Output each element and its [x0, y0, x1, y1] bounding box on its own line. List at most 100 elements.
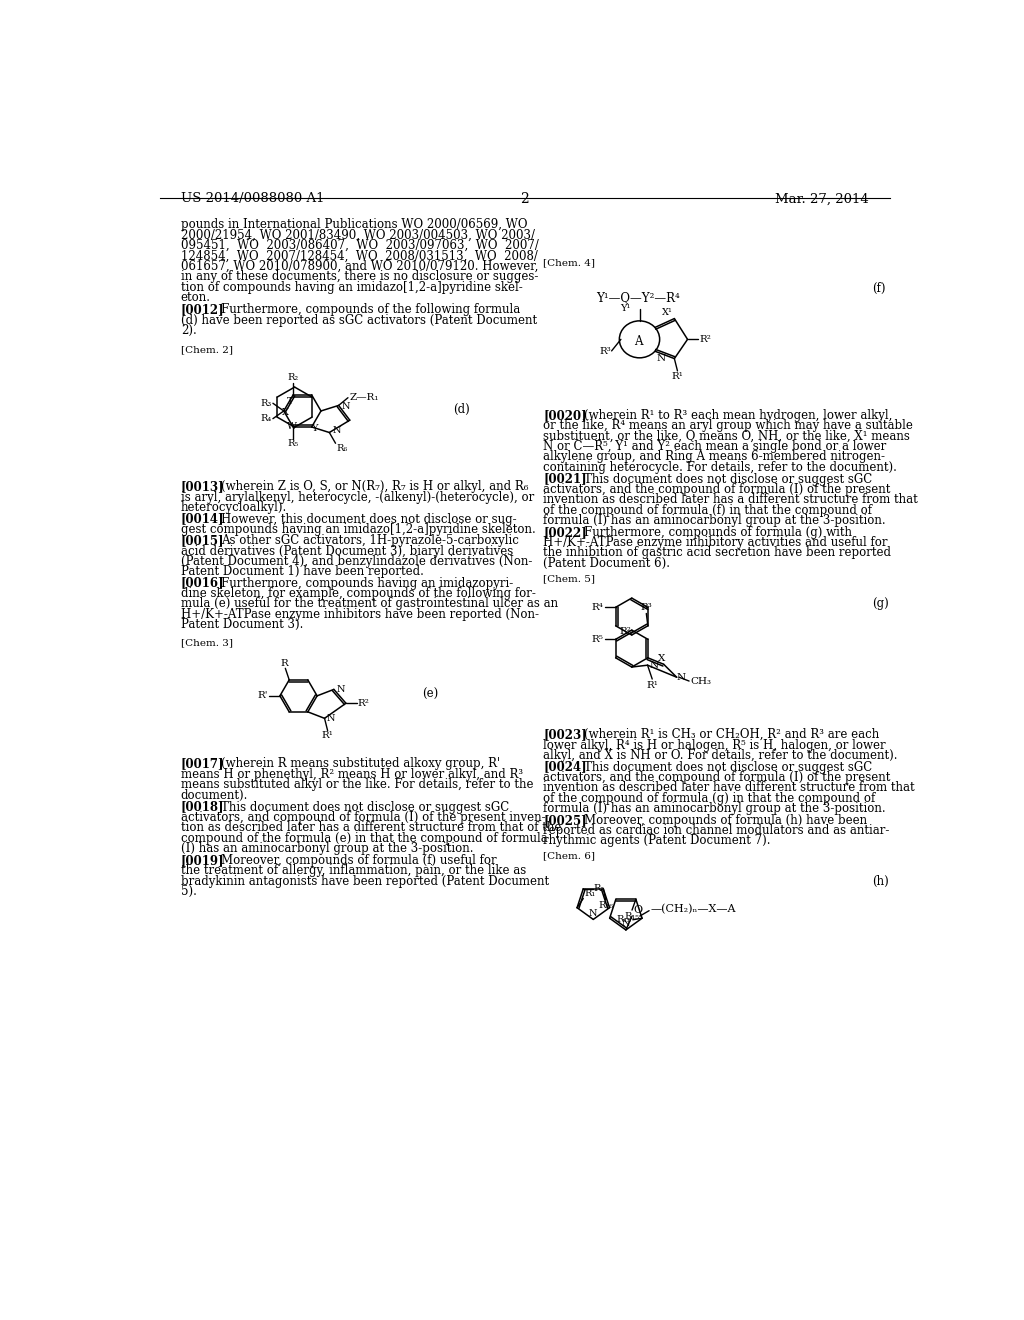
Text: heterocycloalkyl).: heterocycloalkyl). [180, 502, 287, 513]
Text: alkyl, and X is NH or O. For details, refer to the document).: alkyl, and X is NH or O. For details, re… [544, 748, 898, 762]
Text: R³: R³ [599, 347, 611, 356]
Text: [0015]: [0015] [180, 535, 224, 548]
Text: X¹: X¹ [662, 308, 673, 317]
Text: US 2014/0088080 A1: US 2014/0088080 A1 [180, 193, 325, 206]
Text: reported as cardiac ion channel modulators and as antiar-: reported as cardiac ion channel modulato… [544, 824, 890, 837]
Text: (wherein Z is O, S, or N(R₇), R₇ is H or alkyl, and R₆: (wherein Z is O, S, or N(R₇), R₇ is H or… [221, 480, 528, 494]
Text: Y¹—Q—Y²—R⁴: Y¹—Q—Y²—R⁴ [596, 290, 680, 304]
Text: R₁: R₁ [584, 888, 595, 898]
Text: [0016]: [0016] [180, 577, 224, 590]
Text: eton.: eton. [180, 292, 211, 304]
Text: is aryl, arylalkenyl, heterocycle, -(alkenyl)-(heterocycle), or: is aryl, arylalkenyl, heterocycle, -(alk… [180, 491, 534, 504]
Text: pounds in International Publications WO 2000/06569, WO: pounds in International Publications WO … [180, 218, 527, 231]
Text: bradykinin antagonists have been reported (Patent Document: bradykinin antagonists have been reporte… [180, 875, 549, 887]
Text: R²: R² [620, 627, 632, 636]
Text: R₁₅: R₁₅ [625, 912, 640, 920]
Text: invention as described later has a different structure from that: invention as described later has a diffe… [544, 494, 919, 507]
Text: activators, and the compound of formula (I) of the present: activators, and the compound of formula … [544, 483, 891, 496]
Text: N or C—R⁵, Y¹ and Y² each mean a single bond or a lower: N or C—R⁵, Y¹ and Y² each mean a single … [544, 440, 887, 453]
Text: tion as described later has a different structure from that of the: tion as described later has a different … [180, 821, 561, 834]
Text: (f): (f) [872, 281, 886, 294]
Text: Moreover, compounds of formula (h) have been: Moreover, compounds of formula (h) have … [584, 813, 867, 826]
Text: lower alkyl, R⁴ is H or halogen, R⁵ is H, halogen, or lower: lower alkyl, R⁴ is H or halogen, R⁵ is H… [544, 739, 886, 751]
Text: [Chem. 2]: [Chem. 2] [180, 346, 232, 355]
Text: N: N [677, 673, 686, 681]
Text: gest compounds having an imidazo[1,2-a]pyridine skeleton.: gest compounds having an imidazo[1,2-a]p… [180, 523, 536, 536]
Text: As other sGC activators, 1H-pyrazole-5-carboxylic: As other sGC activators, 1H-pyrazole-5-c… [221, 535, 519, 548]
Text: in any of these documents, there is no disclosure or sugges-: in any of these documents, there is no d… [180, 271, 538, 284]
Text: formula (I) has an aminocarbonyl group at the 3-position.: formula (I) has an aminocarbonyl group a… [544, 515, 886, 527]
Text: mula (e) useful for the treatment of gastrointestinal ulcer as an: mula (e) useful for the treatment of gas… [180, 598, 558, 610]
Text: R₁₆: R₁₆ [598, 902, 613, 909]
Text: N: N [333, 426, 341, 436]
Text: N: N [342, 403, 350, 412]
Text: (I) has an aminocarbonyl group at the 3-position.: (I) has an aminocarbonyl group at the 3-… [180, 842, 473, 855]
Text: [0014]: [0014] [180, 512, 224, 525]
Text: A: A [634, 335, 642, 348]
Text: R₂: R₂ [593, 884, 604, 894]
Text: rhythmic agents (Patent Document 7).: rhythmic agents (Patent Document 7). [544, 834, 771, 847]
Text: —(CH₂)ₙ—X—A: —(CH₂)ₙ—X—A [650, 904, 736, 915]
Text: activators, and compound of formula (I) of the present inven-: activators, and compound of formula (I) … [180, 810, 546, 824]
Text: [Chem. 4]: [Chem. 4] [544, 259, 595, 268]
Text: acid derivatives (Patent Document 3), biaryl derivatives: acid derivatives (Patent Document 3), bi… [180, 545, 513, 557]
Text: [0022]: [0022] [544, 525, 587, 539]
Text: the treatment of allergy, inflammation, pain, or the like as: the treatment of allergy, inflammation, … [180, 865, 526, 876]
Text: (d) have been reported as sGC activators (Patent Document: (d) have been reported as sGC activators… [180, 314, 537, 326]
Text: Y¹: Y¹ [620, 304, 630, 313]
Text: N: N [622, 920, 630, 928]
Text: [0018]: [0018] [180, 800, 224, 813]
Text: This document does not disclose or suggest sGC: This document does not disclose or sugge… [584, 760, 872, 774]
Text: R₂: R₂ [288, 372, 299, 381]
Text: R₄: R₄ [260, 414, 271, 424]
Text: (Patent Document 4), and benzylindazole derivatives (Non-: (Patent Document 4), and benzylindazole … [180, 554, 532, 568]
Text: N: N [656, 354, 666, 363]
Text: [0013]: [0013] [180, 480, 224, 494]
Text: R¹: R¹ [322, 731, 334, 741]
Text: tion of compounds having an imidazo[1,2-a]pyridine skel-: tion of compounds having an imidazo[1,2-… [180, 281, 522, 294]
Text: N: N [336, 685, 345, 694]
Text: R: R [281, 659, 289, 668]
Text: compound of the formula (e) in that the compound of formula: compound of the formula (e) in that the … [180, 832, 548, 845]
Text: Furthermore, compounds of the following formula: Furthermore, compounds of the following … [221, 304, 520, 317]
Text: means substituted alkyl or the like. For details, refer to the: means substituted alkyl or the like. For… [180, 779, 534, 791]
Text: 2).: 2). [180, 323, 197, 337]
Text: dine skeleton, for example, compounds of the following for-: dine skeleton, for example, compounds of… [180, 587, 536, 599]
Text: N: N [327, 714, 336, 723]
Text: [Chem. 3]: [Chem. 3] [180, 638, 232, 647]
Text: (e): (e) [423, 688, 438, 701]
Text: Z—R₁: Z—R₁ [349, 393, 379, 403]
Text: H+/K+-ATPase enzyme inhibitors have been reported (Non-: H+/K+-ATPase enzyme inhibitors have been… [180, 607, 539, 620]
Text: R³: R³ [640, 603, 652, 612]
Text: [0019]: [0019] [180, 854, 224, 867]
Text: R¹: R¹ [646, 681, 658, 689]
Text: [Chem. 5]: [Chem. 5] [544, 574, 595, 583]
Text: This document does not disclose or suggest sGC: This document does not disclose or sugge… [584, 473, 872, 486]
Text: H+/K+-ATPase enzyme inhibitory activities and useful for: H+/K+-ATPase enzyme inhibitory activitie… [544, 536, 888, 549]
Text: [0023]: [0023] [544, 729, 587, 742]
Text: R²: R² [357, 698, 370, 708]
Text: (wherein R¹ is CH₃ or CH₂OH, R² and R³ are each: (wherein R¹ is CH₃ or CH₂OH, R² and R³ a… [584, 729, 879, 742]
Text: document).: document). [180, 788, 248, 801]
Text: N: N [589, 909, 598, 917]
Text: Patent Document 1) have been reported.: Patent Document 1) have been reported. [180, 565, 424, 578]
Text: This document does not disclose or suggest sGC: This document does not disclose or sugge… [221, 800, 509, 813]
Text: R₅: R₅ [288, 440, 299, 449]
Text: (wherein R¹ to R³ each mean hydrogen, lower alkyl,: (wherein R¹ to R³ each mean hydrogen, lo… [584, 409, 892, 421]
Text: O: O [634, 904, 643, 915]
Text: the inhibition of gastric acid secretion have been reported: the inhibition of gastric acid secretion… [544, 546, 892, 560]
Text: T: T [287, 397, 293, 407]
Text: [Chem. 6]: [Chem. 6] [544, 851, 595, 861]
Text: R²: R² [700, 335, 712, 343]
Text: (d): (d) [454, 404, 470, 416]
Text: Moreover, compounds of formula (f) useful for: Moreover, compounds of formula (f) usefu… [221, 854, 497, 867]
Text: [0020]: [0020] [544, 409, 587, 421]
Text: W: W [287, 422, 297, 432]
Text: R⁴: R⁴ [592, 603, 603, 611]
Text: Patent Document 3).: Patent Document 3). [180, 618, 303, 631]
Text: N: N [649, 661, 658, 669]
Text: [0025]: [0025] [544, 813, 587, 826]
Text: formula (I) has an aminocarbonyl group at the 3-position.: formula (I) has an aminocarbonyl group a… [544, 803, 886, 816]
Text: (wherein R means substituted alkoxy group, R': (wherein R means substituted alkoxy grou… [221, 758, 500, 771]
Text: R': R' [258, 692, 268, 701]
